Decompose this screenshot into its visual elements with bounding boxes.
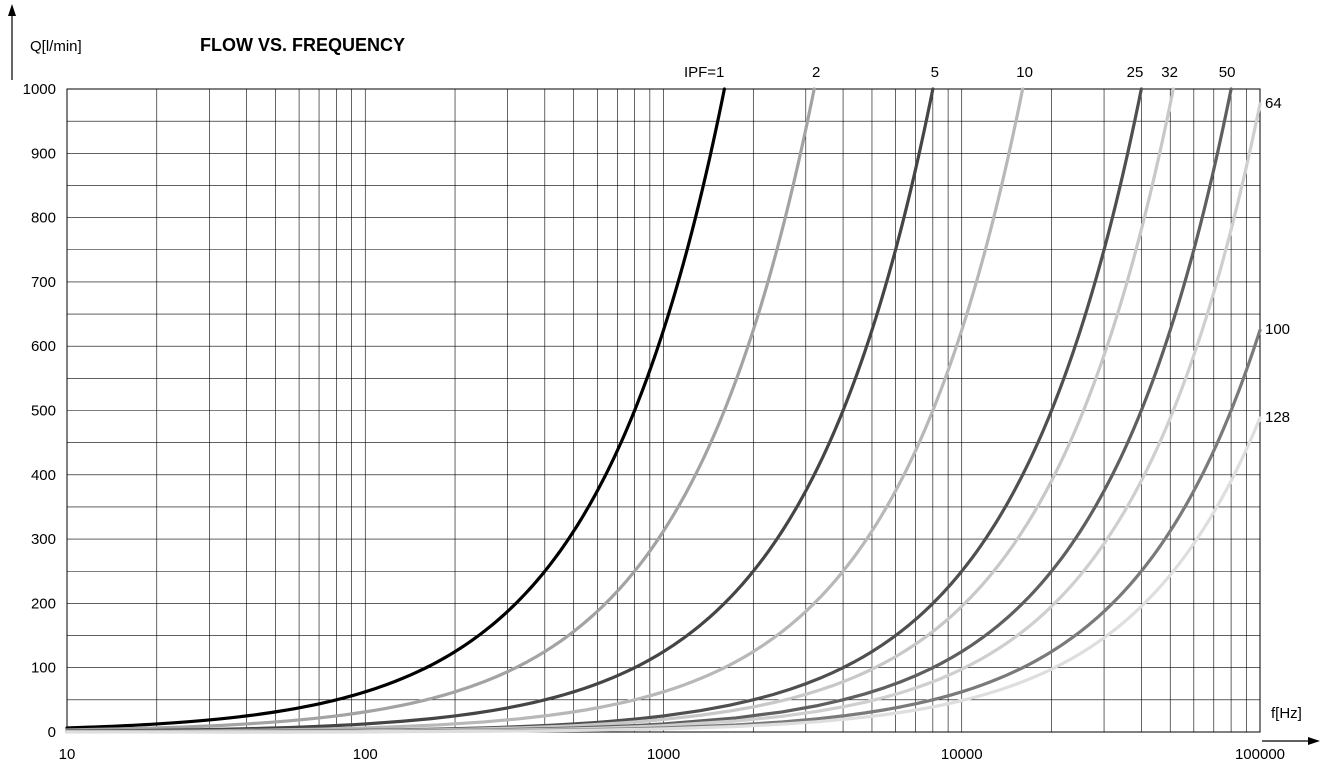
series-label: 5 xyxy=(931,64,939,81)
x-tick-label: 1000 xyxy=(647,746,680,763)
y-tick-label: 800 xyxy=(31,210,56,227)
y-tick-label: 200 xyxy=(31,595,56,612)
series-line-32 xyxy=(65,87,1175,734)
y-axis-label: Q[l/min] xyxy=(30,38,82,55)
plot-frame xyxy=(66,88,1261,733)
x-axis-arrowhead-icon xyxy=(1308,737,1320,745)
y-tick-label: 0 xyxy=(48,724,56,741)
series-label: 100 xyxy=(1265,321,1290,338)
y-axis-arrowhead-icon xyxy=(8,4,16,16)
series-label: 64 xyxy=(1265,95,1282,112)
series-label: IPF=1 xyxy=(684,64,724,81)
series-label: 10 xyxy=(1016,64,1033,81)
series-line-100 xyxy=(65,328,1262,734)
x-tick-label: 100 xyxy=(353,746,378,763)
grid xyxy=(66,88,1261,733)
series-line-5 xyxy=(65,87,935,733)
series-line-64 xyxy=(65,102,1262,734)
y-tick-label: 900 xyxy=(31,145,56,162)
series-label: 2 xyxy=(812,64,820,81)
y-tick-label: 600 xyxy=(31,338,56,355)
x-tick-label: 10 xyxy=(59,746,76,763)
axes xyxy=(8,4,1320,745)
chart-title: FLOW VS. FREQUENCY xyxy=(200,35,405,55)
y-tick-label: 500 xyxy=(31,403,56,420)
y-tick-label: 700 xyxy=(31,274,56,291)
x-axis-label: f[Hz] xyxy=(1271,705,1302,722)
y-tick-label: 400 xyxy=(31,467,56,484)
y-tick-label: 1000 xyxy=(23,81,56,98)
series-label: 128 xyxy=(1265,409,1290,426)
series-line-2 xyxy=(65,87,816,732)
series-line-ipf1 xyxy=(65,87,726,730)
x-tick-label: 10000 xyxy=(941,746,983,763)
series-label: 25 xyxy=(1127,64,1144,81)
series-label: 32 xyxy=(1161,64,1178,81)
series-line-128 xyxy=(65,416,1262,734)
series-label: 50 xyxy=(1219,64,1236,81)
tick-labels: 0 100 200 300 400 500 600 700 800 900 1000 10 100 100… xyxy=(23,81,1285,763)
series-line-10 xyxy=(65,87,1025,734)
y-tick-label: 300 xyxy=(31,531,56,548)
x-tick-label: 100000 xyxy=(1235,746,1285,763)
series-line-50 xyxy=(65,87,1233,734)
y-tick-label: 100 xyxy=(31,660,56,677)
series-lines xyxy=(65,87,1262,734)
series-line-25 xyxy=(65,87,1143,734)
